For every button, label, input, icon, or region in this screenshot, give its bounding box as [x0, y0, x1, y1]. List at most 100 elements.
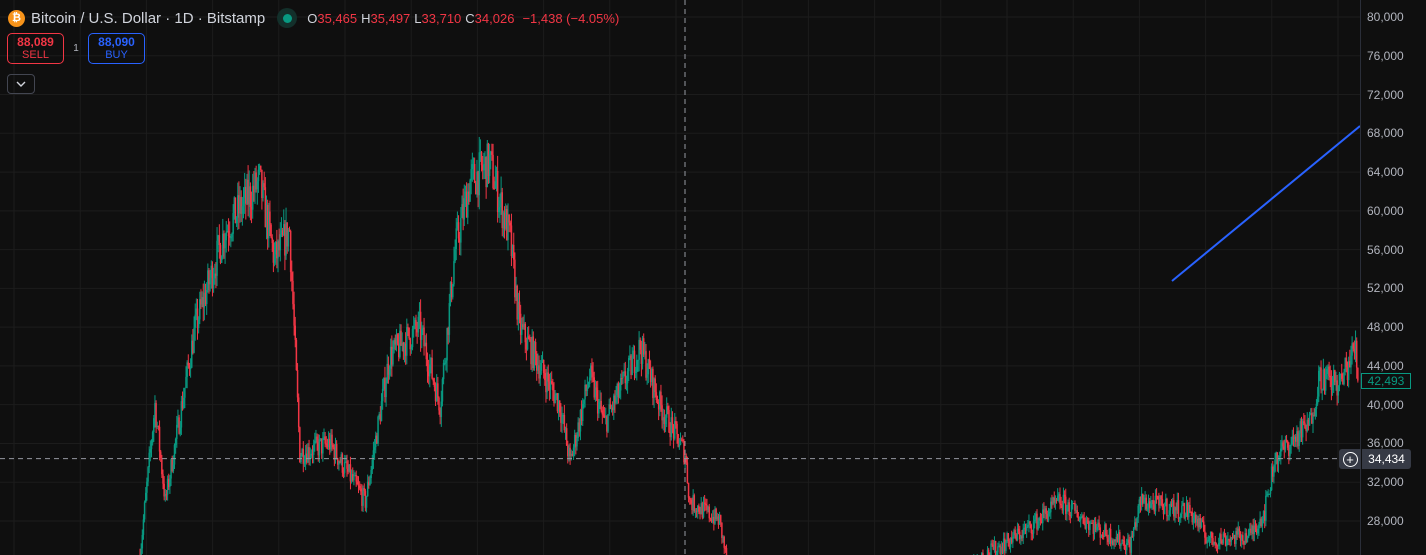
candle-up — [1277, 457, 1280, 464]
candle-down — [1046, 513, 1049, 521]
candle-down — [355, 475, 357, 482]
candle-up — [1273, 471, 1275, 477]
candle-up — [445, 360, 447, 363]
trend-line[interactable] — [1171, 125, 1361, 282]
candle-up — [679, 439, 682, 445]
candle-down — [331, 434, 333, 445]
candle-down — [652, 368, 654, 398]
candle-down — [1031, 533, 1034, 535]
candle-up — [256, 181, 259, 190]
candle-down — [1231, 537, 1234, 539]
candle-up — [1012, 536, 1014, 543]
candle-down — [529, 339, 531, 341]
candle-down — [609, 404, 612, 410]
candle-down — [1239, 531, 1242, 541]
candle-up — [350, 474, 353, 482]
candle-up — [312, 444, 315, 455]
candle-up — [678, 444, 681, 447]
candle-down — [1199, 518, 1202, 528]
candle-up — [1033, 519, 1036, 522]
candle-down — [1158, 499, 1160, 506]
candle-up — [1318, 370, 1320, 397]
quantity[interactable]: 1 — [73, 43, 79, 54]
candle-down — [1122, 539, 1124, 541]
market-status-icon[interactable] — [277, 8, 298, 28]
buy-price: 88,090 — [98, 34, 135, 49]
candle-down — [1068, 502, 1070, 516]
candle-down — [181, 401, 184, 409]
candle-down — [1114, 539, 1116, 542]
candle-down — [1254, 525, 1257, 530]
candle-up — [1176, 500, 1179, 511]
candle-up — [243, 186, 246, 198]
candle-down — [171, 459, 173, 472]
candle-down — [611, 407, 614, 411]
candle-down — [286, 222, 288, 247]
candle-down — [1203, 521, 1205, 532]
low-value: 33,710 — [421, 10, 462, 26]
candle-up — [568, 447, 570, 457]
candle-up — [502, 212, 505, 229]
candle-down — [433, 381, 436, 387]
candle-down — [228, 236, 231, 238]
symbol-title[interactable]: Bitcoin / U.S. Dollar · 1D · Bitstamp — [31, 9, 266, 27]
candle-down — [1186, 502, 1189, 518]
candle-up — [1182, 503, 1184, 506]
candle-down — [723, 536, 725, 548]
candle-up — [1120, 543, 1122, 546]
candle-down — [600, 400, 602, 411]
candle-up — [216, 240, 218, 276]
candle-down — [1061, 505, 1064, 511]
candle-down — [1189, 505, 1191, 512]
candle-down — [699, 511, 701, 515]
sell-button[interactable]: 88,089 SELL — [7, 33, 64, 64]
candle-up — [498, 207, 500, 213]
candle-down — [1109, 528, 1112, 544]
candle-down — [1098, 522, 1100, 528]
candle-down — [701, 503, 704, 518]
candle-down — [402, 342, 405, 352]
candle-up — [319, 438, 322, 440]
candle-down — [1313, 415, 1315, 417]
candle-down — [1191, 511, 1193, 523]
candle-down — [398, 343, 400, 358]
add-order-button[interactable]: + — [1339, 449, 1361, 469]
change-value: −1,438 (−4.05%) — [522, 10, 620, 26]
candle-up — [224, 240, 226, 249]
candle-up — [195, 308, 198, 315]
candle-up — [345, 461, 347, 463]
candle-down — [308, 447, 310, 458]
candle-up — [141, 534, 144, 549]
candle-up — [515, 285, 517, 298]
candle-down — [346, 461, 348, 469]
candle-up — [1251, 525, 1253, 533]
candle-down — [706, 505, 708, 511]
candle-down — [669, 432, 671, 438]
candle-up — [1132, 528, 1135, 537]
candle-down — [709, 518, 712, 520]
candle-up — [274, 241, 277, 255]
collapse-legend-button[interactable] — [7, 74, 35, 94]
candle-down — [680, 439, 683, 441]
candle-down — [211, 265, 214, 289]
candle-up — [354, 475, 356, 477]
candle-down — [477, 171, 479, 196]
buy-button[interactable]: 88,090 BUY — [88, 33, 145, 64]
candle-up — [523, 323, 525, 328]
candle-down — [480, 152, 483, 166]
candle-down — [247, 179, 249, 205]
candle-down — [427, 371, 430, 377]
candle-down — [431, 357, 433, 379]
candle-up — [1042, 509, 1044, 524]
candle-down — [219, 245, 222, 263]
candle-up — [254, 172, 256, 193]
candle-down — [292, 280, 294, 305]
candle-down — [725, 548, 728, 555]
candle-up — [625, 383, 628, 385]
candle-up — [410, 347, 413, 350]
candle-up — [1275, 452, 1277, 460]
candle-down — [1300, 421, 1303, 438]
candle-up — [422, 327, 424, 329]
candle-up — [318, 439, 321, 456]
